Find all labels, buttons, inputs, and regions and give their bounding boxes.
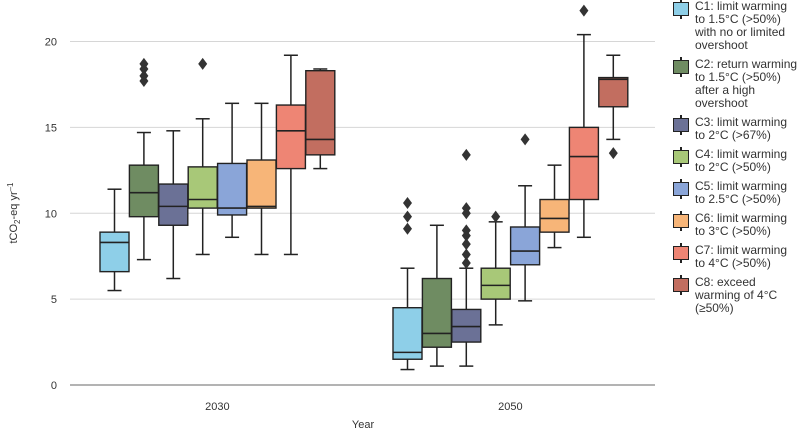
x-tick-label: 2050	[498, 401, 522, 413]
outlier-marker	[403, 222, 412, 235]
legend-label: C7: limit warming to 4°C (>50%)	[695, 243, 788, 270]
legend-swatch	[672, 0, 690, 19]
box-6-2050	[539, 164, 570, 249]
box-iqr	[451, 308, 482, 343]
y-tick-label: 0	[51, 380, 57, 392]
y-tick-label: 10	[45, 208, 57, 220]
legend-item: C4: limit warming to 2°C (>50%)	[672, 147, 800, 174]
legend-item: C1: limit warming to 1.5°C (>50%) with n…	[672, 0, 800, 52]
box-3-2030	[158, 130, 189, 280]
legend-item: C8: exceed warming of 4°C (≥50%)	[672, 275, 800, 315]
box-8-2050	[598, 54, 629, 160]
box-7-2050	[568, 4, 600, 239]
outlier-marker	[139, 69, 149, 82]
box-iqr	[539, 198, 570, 233]
box-iqr	[509, 226, 541, 266]
outlier-marker	[461, 238, 471, 251]
box-5-2050	[509, 133, 541, 302]
outlier-marker	[491, 210, 501, 223]
box-2-2050	[421, 224, 453, 367]
legend-swatch	[672, 57, 690, 77]
box-iqr	[187, 166, 218, 209]
x-axis-title: Year	[352, 419, 375, 431]
box-iqr	[305, 69, 336, 156]
box-iqr	[128, 164, 160, 218]
y-axis-title: tCO2-eq yr–1	[6, 182, 22, 244]
y-tick-label: 20	[45, 37, 57, 49]
outlier-marker	[461, 148, 471, 161]
outlier-marker	[198, 57, 208, 70]
x-tick-label: 2030	[205, 401, 229, 413]
box-iqr	[158, 183, 189, 226]
outlier-marker	[139, 57, 149, 70]
legend-item: C7: limit warming to 4°C (>50%)	[672, 243, 800, 270]
legend-item: C2: return warming to 1.5°C (>50%) after…	[672, 57, 800, 110]
legend: C1: limit warming to 1.5°C (>50%) with n…	[672, 0, 800, 321]
box-4-2050	[480, 210, 511, 326]
box-1-2050	[392, 196, 423, 371]
box-iqr	[480, 267, 511, 300]
box-iqr	[421, 277, 453, 348]
y-tick-labels: 0 5 10 15 20	[45, 37, 57, 393]
outlier-marker	[461, 248, 471, 261]
legend-swatch	[672, 115, 690, 135]
legend-swatch	[672, 147, 690, 167]
legend-label: C2: return warming to 1.5°C (>50%) after…	[695, 57, 798, 110]
outlier-marker	[403, 210, 412, 223]
legend-label: C8: exceed warming of 4°C (≥50%)	[695, 275, 778, 315]
x-tick-labels: 2030 2050	[205, 401, 522, 413]
outlier-marker	[608, 147, 618, 160]
outlier-marker	[520, 133, 530, 146]
box-iqr	[275, 104, 307, 170]
outlier-marker	[461, 224, 471, 237]
legend-label: C6: limit warming to 3°C (>50%)	[695, 211, 788, 238]
legend-swatch	[672, 211, 690, 231]
box-iqr	[568, 126, 600, 201]
box-iqr	[598, 76, 629, 108]
box-iqr	[99, 231, 130, 273]
box-7-2030	[275, 54, 307, 256]
legend-label: C3: limit warming to 2°C (>67%)	[695, 115, 788, 142]
box-2-2030	[128, 57, 160, 261]
box-series	[99, 4, 629, 371]
y-tick-label: 15	[45, 122, 57, 134]
legend-swatch	[672, 275, 690, 295]
legend-label: C5: limit warming to 2.5°C (>50%)	[695, 179, 788, 206]
outlier-marker	[579, 4, 589, 17]
box-iqr	[246, 159, 277, 209]
box-3-2050	[451, 148, 482, 367]
box-iqr	[216, 162, 248, 216]
legend-swatch	[672, 243, 690, 263]
legend-item: C5: limit warming to 2.5°C (>50%)	[672, 179, 800, 206]
legend-swatch	[672, 179, 690, 199]
box-iqr	[392, 307, 423, 360]
legend-label: C4: limit warming to 2°C (>50%)	[695, 147, 788, 174]
box-4-2030	[187, 57, 218, 256]
y-tick-label: 5	[51, 294, 57, 306]
box-plot-chart: 0 5 10 15 20 2030 2050 Year tCO2-eq yr–1	[6, 4, 655, 431]
legend-item: C3: limit warming to 2°C (>67%)	[672, 115, 800, 142]
box-5-2030	[216, 102, 248, 239]
box-6-2030	[246, 102, 277, 256]
box-8-2030	[305, 68, 336, 170]
outlier-marker	[403, 196, 412, 209]
legend-item: C6: limit warming to 3°C (>50%)	[672, 211, 800, 238]
legend-label: C1: limit warming to 1.5°C (>50%) with n…	[695, 0, 788, 52]
box-1-2030	[99, 188, 130, 292]
outlier-marker	[461, 257, 471, 270]
outlier-marker	[461, 202, 471, 215]
